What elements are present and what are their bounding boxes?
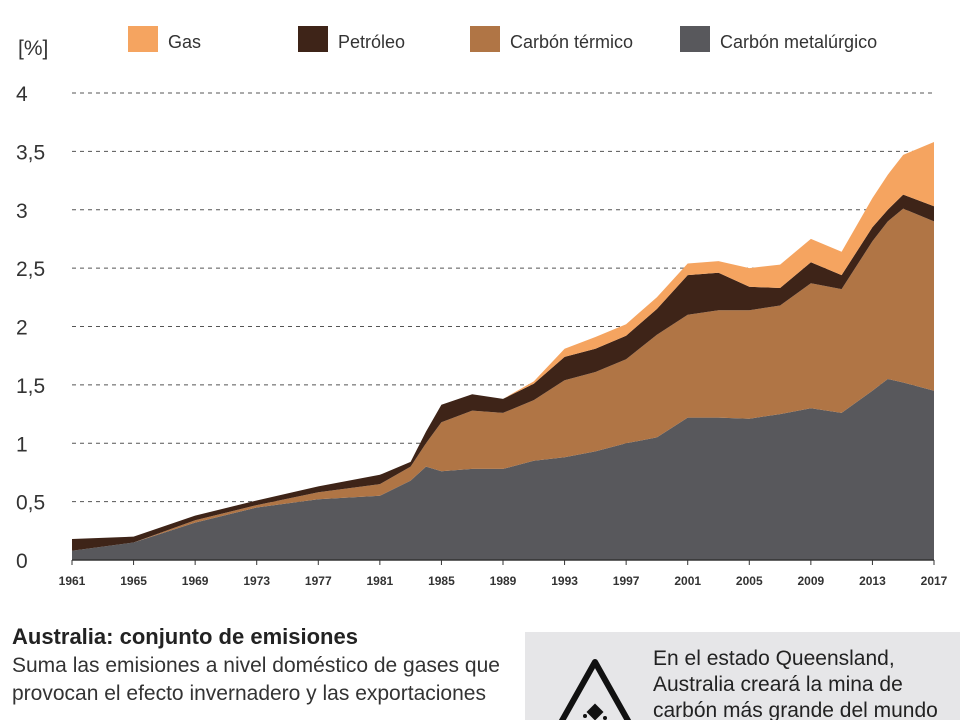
x-tick-label: 2009 bbox=[798, 574, 825, 588]
legend-label: Petróleo bbox=[338, 32, 405, 52]
info-box: En el estado Queensland, Australia crear… bbox=[525, 632, 960, 720]
y-tick-label: 4 bbox=[16, 83, 28, 106]
x-tick-label: 2005 bbox=[736, 574, 763, 588]
info-box-text: En el estado Queensland, Australia crear… bbox=[653, 647, 938, 720]
x-tick-label: 1961 bbox=[59, 574, 86, 588]
x-tick-label: 2001 bbox=[674, 574, 701, 588]
area-carbon-metalurgico bbox=[72, 379, 934, 560]
x-tick-label: 2017 bbox=[921, 574, 948, 588]
y-tick-label: 1,5 bbox=[16, 375, 45, 398]
legend-label: Carbón térmico bbox=[510, 32, 633, 52]
caption-title: Australia: conjunto de emisiones bbox=[12, 624, 358, 649]
y-tick-label: 0,5 bbox=[16, 492, 45, 515]
x-tick-label: 1989 bbox=[490, 574, 517, 588]
y-tick-label: 3,5 bbox=[16, 141, 45, 164]
x-tick-label: 1965 bbox=[120, 574, 147, 588]
area-petroleo bbox=[72, 194, 934, 551]
legend-swatch bbox=[470, 26, 500, 52]
x-tick-label: 2013 bbox=[859, 574, 886, 588]
caption-text: Suma las emisiones a nivel doméstico de … bbox=[12, 654, 500, 705]
caption: Australia: conjunto de emisiones Suma la… bbox=[12, 624, 512, 708]
x-tick-labels: 1961 1965 1969 1973 1977 1981 1985 1989 1993 1997… bbox=[59, 560, 948, 588]
y-tick-label: 1 bbox=[16, 433, 28, 456]
y-tick-labels: 0 0,5 1 1,5 2 2,5 3 3,5 4 bbox=[16, 83, 45, 573]
x-tick-label: 1969 bbox=[182, 574, 209, 588]
legend-swatch bbox=[298, 26, 328, 52]
x-tick-label: 1977 bbox=[305, 574, 332, 588]
y-tick-label: 0 bbox=[16, 550, 28, 573]
x-tick-label: 1985 bbox=[428, 574, 455, 588]
x-tick-label: 1973 bbox=[243, 574, 270, 588]
y-axis-label: [%] bbox=[18, 37, 48, 60]
legend-label: Gas bbox=[168, 32, 201, 52]
y-tick-label: 2,5 bbox=[16, 258, 45, 281]
x-tick-label: 1993 bbox=[551, 574, 578, 588]
y-tick-label: 3 bbox=[16, 200, 28, 223]
x-tick-label: 1981 bbox=[367, 574, 394, 588]
y-tick-label: 2 bbox=[16, 317, 28, 340]
x-tick-label: 1997 bbox=[613, 574, 640, 588]
warning-icon bbox=[558, 659, 632, 720]
stacked-areas bbox=[72, 142, 934, 560]
emissions-area-chart: Gas Petróleo Carbón térmico Carbón metalúrg… bbox=[16, 26, 948, 588]
legend: Gas Petróleo Carbón térmico Carbón metalúrg… bbox=[128, 26, 877, 52]
legend-swatch bbox=[680, 26, 710, 52]
legend-swatch bbox=[128, 26, 158, 52]
legend-label: Carbón metalúrgico bbox=[720, 32, 877, 52]
area-carbon-termico bbox=[72, 208, 934, 551]
